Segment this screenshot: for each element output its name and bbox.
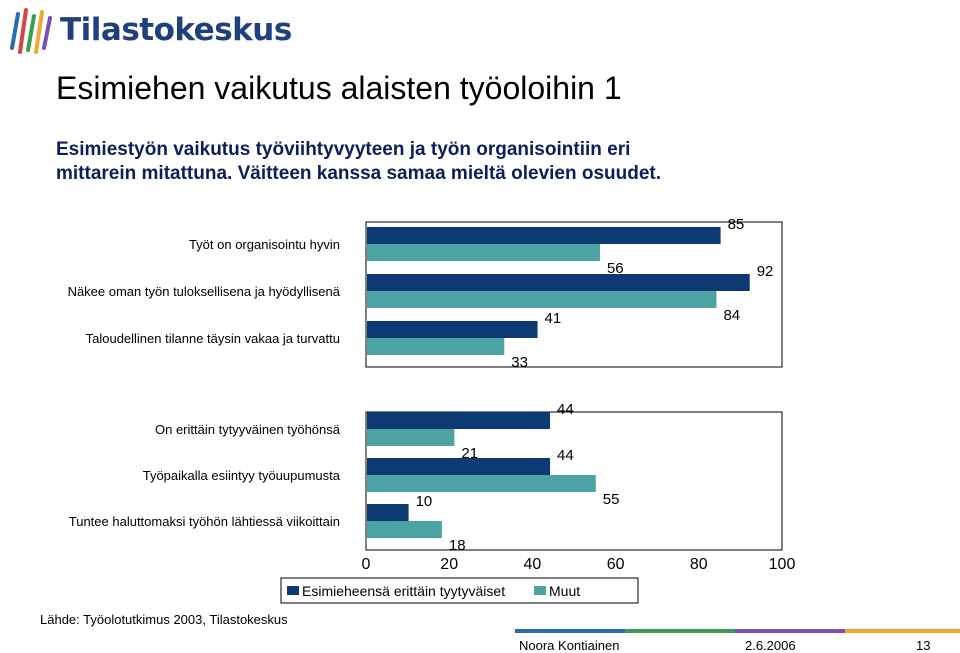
- bar-series1: [367, 504, 409, 521]
- bar-series2: [367, 338, 505, 355]
- footer-color-stripe: [515, 629, 960, 635]
- legend-label: Esimieheensä erittäin tyytyväiset: [302, 583, 505, 599]
- footer-page-number: 13: [916, 638, 931, 653]
- data-label: 18: [449, 537, 466, 554]
- category-label: Työpaikalla esiintyy työuupumusta: [143, 468, 341, 483]
- data-label: 21: [461, 445, 478, 462]
- legend-label: Muut: [549, 583, 580, 599]
- bar-series1: [367, 412, 551, 429]
- data-label: 44: [557, 447, 574, 464]
- data-label: 56: [607, 260, 624, 277]
- data-label: 10: [416, 493, 433, 510]
- category-label: Tuntee haluttomaksi työhön lähtiessä vii…: [69, 514, 340, 529]
- data-label: 44: [557, 401, 574, 418]
- source-note: Lähde: Työolotutkimus 2003, Tilastokesku…: [40, 612, 288, 627]
- legend-swatch-series2: [534, 586, 546, 595]
- bar-series2: [367, 521, 442, 538]
- logo-mark-icon: [10, 8, 52, 54]
- x-tick-label: 20: [440, 556, 458, 573]
- subtitle-line: mittarein mitattuna. Väitteen kanssa sam…: [56, 163, 662, 184]
- logo-text: Tilastokeskus: [60, 12, 292, 48]
- bar-series1: [367, 227, 721, 244]
- data-label: 55: [603, 491, 620, 508]
- legend-swatch-series1: [287, 586, 299, 595]
- plot-area-frame: [365, 221, 783, 368]
- bar-series2: [367, 244, 600, 261]
- data-label: 33: [511, 354, 528, 371]
- bar-series2: [367, 475, 596, 492]
- category-label: Näkee oman työn tuloksellisena ja hyödyl…: [68, 284, 341, 299]
- bar-series1: [367, 321, 538, 338]
- x-tick-label: 80: [690, 556, 708, 573]
- plot-area-frame: [365, 411, 783, 551]
- category-label: Taloudellinen tilanne täysin vakaa ja tu…: [86, 331, 340, 346]
- data-label: 41: [545, 310, 562, 327]
- subtitle-line: Esimiestyön vaikutus työviihtyvyyteen ja…: [56, 139, 631, 160]
- bar-series1: [367, 458, 551, 475]
- footer-date: 2.6.2006: [745, 638, 796, 653]
- data-label: 92: [757, 263, 774, 280]
- x-tick-label: 100: [769, 556, 796, 573]
- footer-author: Noora Kontiainen: [519, 638, 620, 653]
- page-title: Esimiehen vaikutus alaisten työoloihin 1: [56, 70, 622, 106]
- x-tick-label: 60: [607, 556, 625, 573]
- chart-subtitle: Esimiestyön vaikutus työviihtyvyyteen ja…: [56, 138, 856, 186]
- bar-series2: [367, 291, 717, 308]
- data-label: 84: [723, 307, 740, 324]
- x-tick-label: 40: [524, 556, 542, 573]
- category-label: Työt on organisointu hyvin: [189, 237, 340, 252]
- category-label: On erittäin tytyyväinen työhönsä: [155, 422, 341, 437]
- bar-series2: [367, 429, 455, 446]
- x-tick-label: 0: [362, 556, 371, 573]
- legend-box: [280, 577, 639, 604]
- data-label: 85: [728, 216, 745, 233]
- bar-series1: [367, 274, 750, 291]
- tilastokeskus-logo: Tilastokeskus: [8, 4, 292, 56]
